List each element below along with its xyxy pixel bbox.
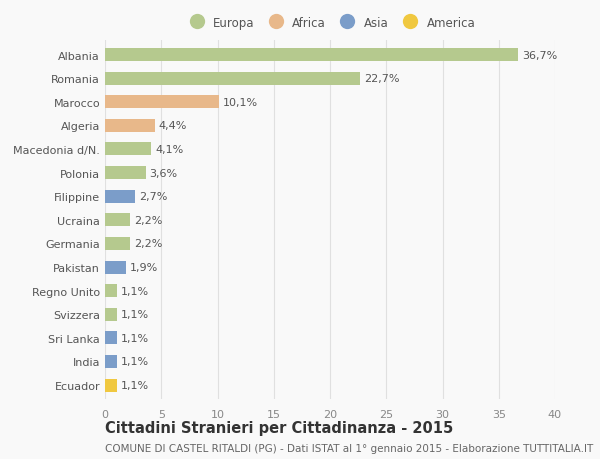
Bar (105, 308, 118, 321)
Bar (105, 331, 118, 345)
Bar (105, 237, 130, 250)
Bar (105, 167, 146, 179)
Bar (105, 49, 518, 62)
Bar (105, 96, 218, 109)
Text: 22,7%: 22,7% (364, 74, 400, 84)
Bar (105, 214, 130, 227)
Text: 4,1%: 4,1% (155, 145, 184, 155)
Bar (105, 355, 118, 368)
Bar (105, 143, 151, 156)
Text: 1,1%: 1,1% (121, 286, 149, 296)
Text: COMUNE DI CASTEL RITALDI (PG) - Dati ISTAT al 1° gennaio 2015 - Elaborazione TUT: COMUNE DI CASTEL RITALDI (PG) - Dati IST… (105, 443, 593, 453)
Legend: Europa, Africa, Asia, America: Europa, Africa, Asia, America (182, 14, 478, 32)
Text: 3,6%: 3,6% (149, 168, 178, 178)
Bar (105, 73, 361, 85)
Text: 36,7%: 36,7% (522, 50, 557, 61)
Text: 1,1%: 1,1% (121, 333, 149, 343)
Text: 1,1%: 1,1% (121, 309, 149, 319)
Bar (105, 261, 127, 274)
Bar (105, 120, 155, 133)
Text: 4,4%: 4,4% (158, 121, 187, 131)
Text: Cittadini Stranieri per Cittadinanza - 2015: Cittadini Stranieri per Cittadinanza - 2… (105, 420, 453, 435)
Bar (105, 379, 118, 392)
Bar (105, 190, 136, 203)
Text: 10,1%: 10,1% (223, 98, 257, 107)
Text: 1,1%: 1,1% (121, 357, 149, 367)
Text: 1,1%: 1,1% (121, 380, 149, 390)
Text: 2,7%: 2,7% (139, 192, 167, 202)
Text: 2,2%: 2,2% (134, 239, 162, 249)
Bar (105, 285, 118, 297)
Text: 1,9%: 1,9% (130, 263, 158, 273)
Text: 2,2%: 2,2% (134, 215, 162, 225)
